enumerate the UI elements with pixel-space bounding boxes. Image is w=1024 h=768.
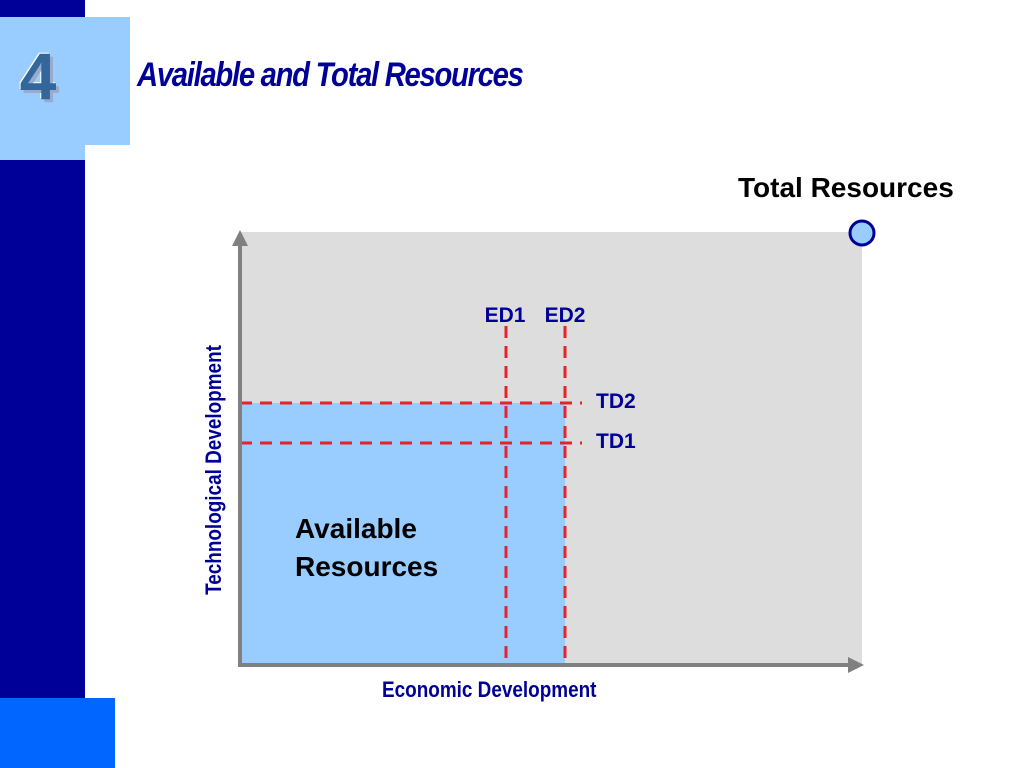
slide-number-box-strip [0, 145, 85, 160]
available-label-line2: Resources [295, 551, 439, 582]
td2-label: TD2 [596, 390, 636, 413]
total-resources-label: Total Resources [738, 172, 954, 203]
available-label-line1: Available [295, 513, 417, 544]
y-axis-arrow-icon [232, 230, 248, 246]
slide-number: 4 [19, 39, 57, 113]
x-axis-label: Economic Development [382, 677, 597, 702]
ed2-label: ED2 [545, 304, 586, 327]
side-bar-accent [0, 698, 115, 768]
slide-number-box [0, 17, 130, 145]
td1-label: TD1 [596, 430, 636, 453]
y-axis-label: Technological Development [201, 345, 226, 595]
available-resources-label: Available Resources [295, 510, 438, 586]
ed1-label: ED1 [485, 304, 526, 327]
slide-title: Available and Total Resources [137, 56, 524, 94]
x-axis-arrow-icon [848, 657, 864, 673]
available-resources-area [240, 403, 565, 665]
total-resources-marker-icon [848, 219, 876, 247]
